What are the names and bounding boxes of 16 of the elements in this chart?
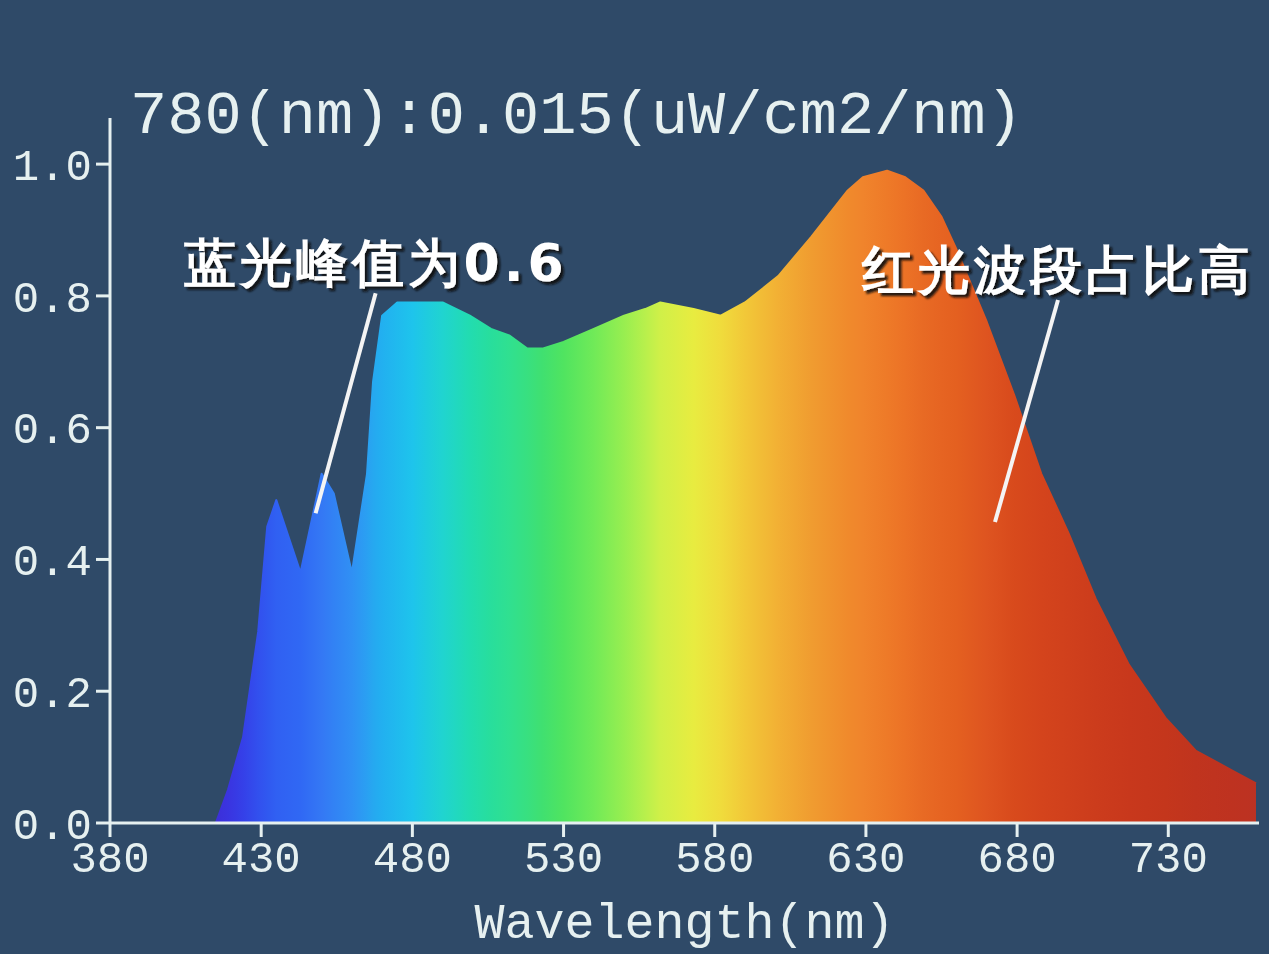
x-tick-label: 530 — [523, 835, 604, 886]
y-tick-label: 0.6 — [12, 406, 92, 457]
x-tick-label: 630 — [826, 835, 906, 886]
y-tick-label: 0.2 — [12, 669, 92, 720]
x-axis-title: Wavelength(nm) — [474, 896, 895, 953]
y-tick-label: 0.4 — [12, 538, 92, 589]
x-tick-label: 680 — [977, 835, 1057, 886]
y-tick-label: 0.8 — [12, 274, 92, 325]
x-tick-label: 580 — [675, 835, 755, 886]
y-tick-label: 1.0 — [12, 142, 92, 193]
x-tick-label: 480 — [372, 835, 452, 886]
x-tick-label: 430 — [221, 835, 301, 886]
annotation: 780(nm):0.015(uW/cm2/nm) — [130, 81, 1023, 152]
annotation: 蓝光峰值为0.6 — [183, 233, 568, 294]
x-tick-label: 730 — [1128, 835, 1208, 886]
annotation: 红光波段占比高 — [861, 240, 1254, 300]
